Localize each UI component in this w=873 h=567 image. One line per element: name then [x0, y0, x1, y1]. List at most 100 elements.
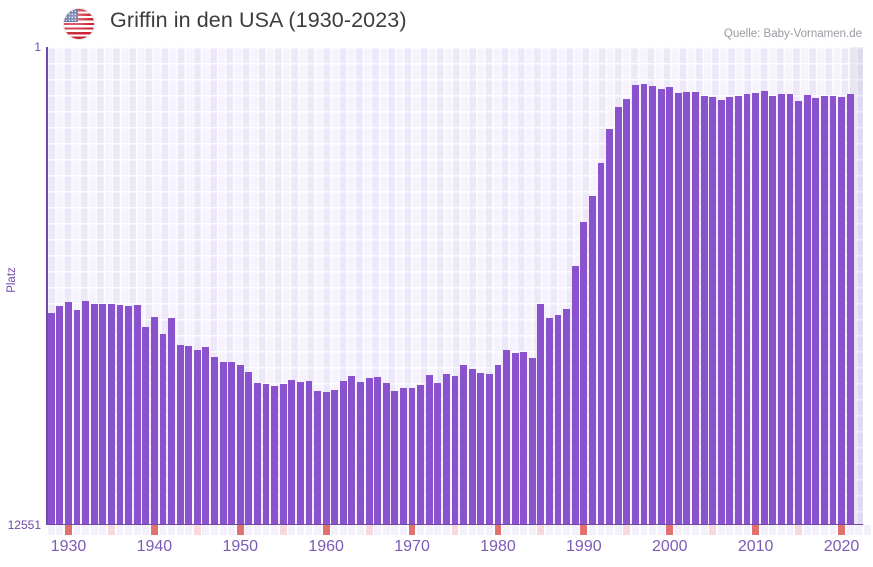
x-axis-tick-label: 1980 — [480, 538, 516, 555]
x-tick — [657, 525, 665, 535]
x-tick — [211, 525, 218, 535]
bar — [692, 92, 699, 524]
bar — [700, 96, 708, 524]
x-axis-tick-label: 1990 — [566, 538, 602, 555]
x-axis-line — [46, 523, 863, 526]
bar — [331, 389, 339, 524]
x-tick — [485, 525, 493, 535]
bar — [795, 100, 802, 524]
bar — [425, 375, 433, 524]
x-axis-tick-label: 2000 — [651, 538, 688, 555]
bar — [142, 327, 150, 524]
bar — [408, 387, 416, 524]
bar — [777, 93, 785, 524]
bar — [674, 92, 682, 524]
bar — [477, 373, 485, 524]
x-tick — [537, 525, 545, 535]
bar — [296, 382, 304, 524]
bar — [357, 381, 364, 524]
bar — [829, 95, 837, 524]
bar — [288, 380, 296, 524]
bar — [735, 96, 742, 524]
y-axis-title: Platz — [6, 267, 18, 293]
bar — [657, 89, 665, 524]
x-tick — [107, 525, 115, 535]
bar — [150, 316, 158, 524]
x-tick — [451, 525, 459, 535]
bar — [382, 382, 390, 524]
bar — [82, 301, 90, 524]
x-tick — [597, 525, 605, 535]
bar — [812, 98, 820, 524]
x-axis-tick-label: 2010 — [737, 538, 774, 555]
bar — [391, 391, 399, 524]
bar-series — [47, 47, 863, 524]
x-tick — [623, 525, 631, 535]
x-tick — [168, 525, 175, 535]
x-tick — [65, 525, 72, 535]
x-tick — [760, 525, 768, 535]
bar — [726, 96, 734, 524]
x-tick — [125, 525, 133, 535]
x-tick — [520, 525, 528, 535]
x-tick — [99, 525, 107, 535]
bar — [125, 306, 133, 524]
x-tick — [142, 525, 150, 535]
bar — [202, 347, 210, 524]
x-tick — [382, 525, 390, 535]
x-tick — [73, 525, 81, 535]
x-tick — [150, 525, 158, 535]
bar — [640, 84, 648, 524]
x-tick — [795, 525, 802, 535]
x-tick — [752, 525, 760, 535]
y-axis-top-label: 1 — [34, 40, 41, 54]
bar — [159, 333, 167, 524]
bar — [623, 99, 631, 524]
bar — [133, 305, 141, 524]
x-tick — [400, 525, 407, 535]
bar — [580, 221, 588, 524]
bar — [803, 94, 811, 524]
bar — [442, 373, 450, 524]
x-tick — [649, 525, 656, 535]
x-tick — [47, 525, 55, 535]
x-tick — [563, 525, 571, 535]
x-tick — [322, 525, 330, 535]
x-axis-labels: 1930 1940 1950 1960 1970 1980 1990 2000 2010 2020 — [47, 538, 863, 563]
bar — [520, 352, 528, 524]
bar — [649, 85, 656, 524]
x-tick — [477, 525, 485, 535]
x-axis-ticks — [47, 525, 871, 535]
bar — [717, 100, 725, 524]
bar — [760, 91, 768, 524]
x-tick — [442, 525, 450, 535]
y-axis-bottom-label: 12551 — [7, 518, 41, 532]
x-tick — [279, 525, 287, 535]
x-tick — [631, 525, 639, 535]
x-tick — [735, 525, 742, 535]
x-tick — [683, 525, 691, 535]
x-tick — [528, 525, 536, 535]
bar — [606, 129, 614, 524]
bar — [279, 384, 287, 524]
x-tick — [546, 525, 553, 535]
bar — [838, 97, 845, 524]
bar — [322, 392, 330, 524]
x-tick — [606, 525, 614, 535]
x-tick — [425, 525, 433, 535]
bar — [65, 302, 72, 524]
x-tick — [314, 525, 321, 535]
x-tick — [391, 525, 399, 535]
bar — [47, 313, 55, 524]
x-tick — [228, 525, 236, 535]
x-tick — [159, 525, 167, 535]
bar — [185, 345, 193, 524]
x-tick — [408, 525, 416, 535]
x-tick — [245, 525, 253, 535]
flag-canton — [64, 9, 78, 22]
x-tick — [56, 525, 64, 535]
x-tick — [339, 525, 347, 535]
x-tick — [666, 525, 674, 535]
x-tick — [90, 525, 98, 535]
